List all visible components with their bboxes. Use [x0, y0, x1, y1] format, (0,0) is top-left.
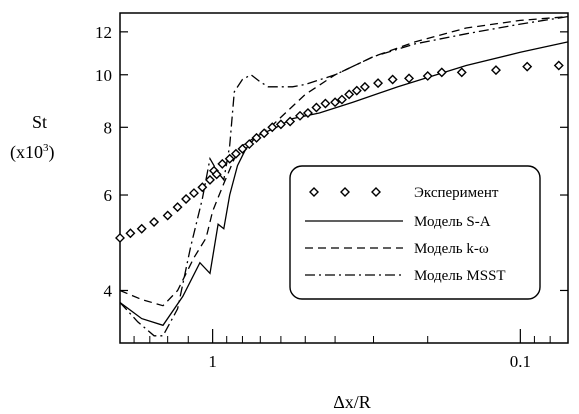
- experiment-point: [188, 188, 199, 199]
- experiment-point: [224, 153, 235, 164]
- y-tick-label: 4: [104, 281, 113, 300]
- legend-label-1: Модель S-A: [414, 214, 491, 230]
- experiment-point: [211, 169, 222, 180]
- experiment-point: [217, 158, 228, 169]
- series-line-1: [119, 41, 569, 327]
- experiment-point: [244, 139, 255, 150]
- legend-marker-diamond: [309, 187, 319, 197]
- y-axis-unit-suffix: ): [48, 142, 55, 162]
- legend-box: [289, 165, 541, 300]
- experiment-point: [387, 74, 398, 85]
- experiment-point: [351, 85, 362, 96]
- experiment-point: [436, 67, 447, 78]
- experiment-point: [320, 98, 331, 109]
- experiment-point: [125, 228, 136, 239]
- experiment-point: [422, 70, 433, 81]
- legend-marker-diamond: [340, 187, 350, 197]
- x-tick-label: 1: [208, 352, 217, 371]
- legend-marker-diamond: [371, 187, 381, 197]
- experiment-point: [359, 81, 370, 92]
- experiment-point: [285, 116, 296, 127]
- series-line-3: [119, 15, 569, 337]
- y-tick-label: 10: [95, 66, 112, 85]
- experiment-point: [251, 132, 262, 143]
- experiment-point: [302, 108, 313, 119]
- experiment-point: [373, 78, 384, 89]
- experiment-point: [172, 202, 183, 213]
- y-axis-label-main: St: [32, 112, 48, 132]
- experiment-point: [344, 89, 355, 100]
- y-tick-label: 8: [104, 118, 113, 137]
- experiment-point: [275, 119, 286, 130]
- experiment-point: [311, 102, 322, 113]
- x-axis-label: Δx/R: [333, 392, 371, 412]
- experiment-point: [456, 67, 467, 78]
- experiment-point: [330, 97, 341, 108]
- y-axis-unit-exponent: 3: [43, 142, 49, 154]
- plot-frame: [119, 12, 569, 344]
- experiment-point: [115, 232, 125, 243]
- legend-label-2: Модель k-ω: [414, 241, 489, 257]
- experiment-point: [259, 128, 270, 139]
- experiment-point: [181, 193, 192, 204]
- experiment-point: [336, 94, 347, 105]
- experiment-point: [230, 148, 241, 159]
- experiment-point: [553, 60, 564, 71]
- legend-label-0: Эксперимент: [414, 185, 499, 201]
- legend-label-3: Модель MSST: [414, 268, 506, 284]
- experiment-point: [204, 174, 215, 185]
- experiment-point: [197, 182, 208, 193]
- experiment-point: [404, 73, 415, 84]
- experiment-point: [267, 122, 278, 133]
- y-axis-label-unit: (x103): [10, 142, 55, 163]
- experiment-point: [149, 217, 160, 228]
- y-tick-label: 12: [95, 23, 112, 42]
- experiment-point: [295, 110, 306, 121]
- experiment-point: [237, 143, 248, 154]
- experiment-point: [162, 210, 173, 221]
- y-tick-label: 6: [104, 186, 113, 205]
- experiment-point: [490, 65, 501, 76]
- y-axis-unit-prefix: (x10: [10, 142, 43, 162]
- experiment-point: [136, 223, 147, 234]
- x-tick-label: 0.1: [510, 352, 531, 371]
- experiment-point: [522, 61, 533, 72]
